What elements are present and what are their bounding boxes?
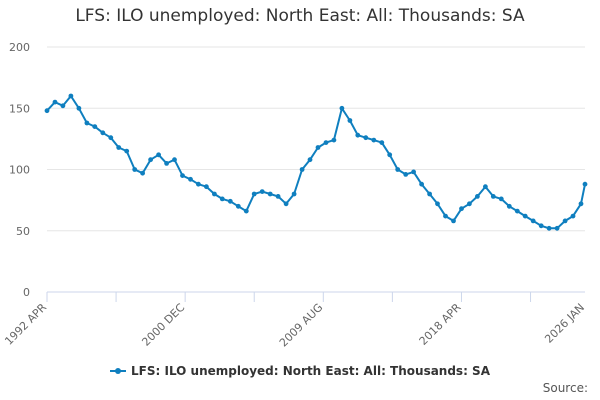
data-point[interactable] xyxy=(44,108,50,114)
series-layer xyxy=(44,93,588,231)
data-point[interactable] xyxy=(251,191,257,197)
x-tick-label: 1992 APR xyxy=(2,301,49,348)
data-point[interactable] xyxy=(52,99,58,105)
data-point[interactable] xyxy=(331,137,337,143)
y-axis-ticks: 0 50 100 150 200 xyxy=(9,41,30,299)
data-point[interactable] xyxy=(530,218,536,224)
y-tick-label: 200 xyxy=(9,41,30,54)
series-line xyxy=(46,95,586,230)
data-point[interactable] xyxy=(387,152,393,158)
legend-label: LFS: ILO unemployed: North East: All: Th… xyxy=(131,364,490,378)
data-point[interactable] xyxy=(570,213,576,219)
chart-title: LFS: ILO unemployed: North East: All: Th… xyxy=(75,6,525,26)
y-tick-label: 100 xyxy=(9,164,30,177)
x-tick-label: 2018 APR xyxy=(417,301,464,348)
data-point[interactable] xyxy=(419,181,424,187)
data-point[interactable] xyxy=(427,191,432,197)
data-point[interactable] xyxy=(227,198,233,204)
data-point[interactable] xyxy=(100,130,106,136)
data-point[interactable] xyxy=(578,201,584,207)
data-point[interactable] xyxy=(68,93,74,99)
data-point[interactable] xyxy=(267,191,273,197)
data-point[interactable] xyxy=(490,194,496,199)
data-point[interactable] xyxy=(172,157,177,163)
data-point[interactable] xyxy=(538,223,544,229)
data-point[interactable] xyxy=(60,103,66,109)
data-point[interactable] xyxy=(132,167,138,172)
x-axis: 1992 APR 2000 DEC 2009 AUG 2018 APR 2026 JAN xyxy=(2,291,587,350)
data-point[interactable] xyxy=(467,201,472,207)
y-tick-label: 0 xyxy=(23,286,30,299)
y-tick-label: 150 xyxy=(9,102,30,115)
legend-swatch xyxy=(110,367,127,374)
data-point[interactable] xyxy=(148,157,154,163)
data-point[interactable] xyxy=(371,137,377,143)
data-point[interactable] xyxy=(451,218,456,224)
data-point[interactable] xyxy=(219,196,225,202)
data-point[interactable] xyxy=(283,201,289,207)
data-point[interactable] xyxy=(164,161,170,166)
x-tick-label: 2009 AUG xyxy=(277,301,326,350)
data-point[interactable] xyxy=(196,181,201,187)
data-point[interactable] xyxy=(315,145,321,150)
data-point[interactable] xyxy=(355,132,361,138)
data-point[interactable] xyxy=(459,206,464,212)
data-point[interactable] xyxy=(411,169,416,175)
source-label: Source: xyxy=(542,381,588,395)
data-point[interactable] xyxy=(92,124,98,129)
data-point[interactable] xyxy=(156,152,162,158)
data-point[interactable] xyxy=(235,203,241,209)
data-point[interactable] xyxy=(554,225,560,231)
legend: LFS: ILO unemployed: North East: All: Th… xyxy=(0,364,600,378)
data-point[interactable] xyxy=(483,184,488,190)
x-tick-label: 2000 DEC xyxy=(139,301,187,349)
data-point[interactable] xyxy=(243,208,249,214)
data-point[interactable] xyxy=(84,120,90,126)
data-point[interactable] xyxy=(339,105,345,111)
x-tick-label: 2026 JAN xyxy=(542,301,587,346)
data-point[interactable] xyxy=(522,213,528,219)
data-point[interactable] xyxy=(259,189,265,195)
data-point[interactable] xyxy=(188,176,193,182)
data-point[interactable] xyxy=(180,173,185,179)
data-point[interactable] xyxy=(307,157,313,163)
data-point[interactable] xyxy=(363,135,369,141)
data-point[interactable] xyxy=(291,191,297,197)
data-point[interactable] xyxy=(323,140,329,146)
data-point[interactable] xyxy=(403,172,409,177)
data-point[interactable] xyxy=(435,201,440,207)
data-point[interactable] xyxy=(582,181,588,187)
data-point[interactable] xyxy=(498,196,504,202)
data-point[interactable] xyxy=(299,167,305,172)
data-point[interactable] xyxy=(76,105,82,111)
grid-lines xyxy=(47,46,585,293)
data-point[interactable] xyxy=(562,218,568,224)
data-point[interactable] xyxy=(347,118,353,123)
data-point[interactable] xyxy=(475,194,480,199)
data-point[interactable] xyxy=(124,148,130,154)
data-point[interactable] xyxy=(395,167,401,172)
data-point[interactable] xyxy=(116,145,122,150)
data-point[interactable] xyxy=(379,140,385,146)
data-point[interactable] xyxy=(204,184,209,190)
data-point[interactable] xyxy=(212,191,217,197)
y-tick-label: 50 xyxy=(16,225,30,238)
data-point[interactable] xyxy=(506,203,512,209)
data-point[interactable] xyxy=(108,135,114,141)
data-point[interactable] xyxy=(275,194,281,199)
data-point[interactable] xyxy=(443,213,448,219)
data-point[interactable] xyxy=(140,170,146,176)
data-point[interactable] xyxy=(514,208,520,214)
data-point[interactable] xyxy=(546,225,552,231)
